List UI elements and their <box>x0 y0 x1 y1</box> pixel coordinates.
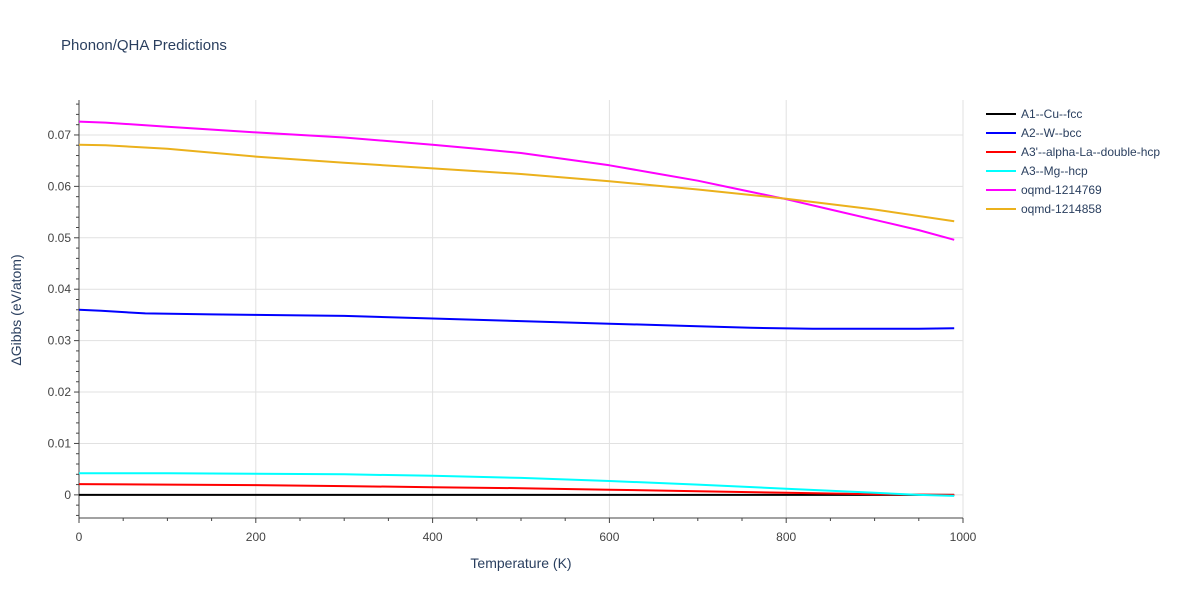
legend-label: A3'--alpha-La--double-hcp <box>1021 145 1160 159</box>
y-axis-title: ΔGibbs (eV/atom) <box>8 254 24 365</box>
x-tick-label: 0 <box>76 530 83 544</box>
legend-label: A1--Cu--fcc <box>1021 107 1082 121</box>
legend-item[interactable]: A1--Cu--fcc <box>986 107 1082 121</box>
y-tick-label: 0.05 <box>48 231 72 245</box>
y-tick-label: 0.01 <box>48 436 72 450</box>
x-tick-label: 400 <box>423 530 443 544</box>
legend-label: A3--Mg--hcp <box>1021 164 1088 178</box>
legend-item[interactable]: oqmd-1214858 <box>986 202 1102 216</box>
legend: A1--Cu--fcc A2--W--bcc A3'--alpha-La--doub… <box>986 107 1160 216</box>
legend-label: oqmd-1214858 <box>1021 202 1102 216</box>
y-tick-label: 0.02 <box>48 385 72 399</box>
legend-label: oqmd-1214769 <box>1021 183 1102 197</box>
axes <box>74 100 964 523</box>
legend-label: A2--W--bcc <box>1021 126 1081 140</box>
legend-item[interactable]: oqmd-1214769 <box>986 183 1102 197</box>
series-line-A3'--alpha-La--double-hcp <box>78 483 955 496</box>
y-tick-label: 0.07 <box>48 128 72 142</box>
series-line-oqmd-1214769 <box>78 120 955 241</box>
series-line-A2--W--bcc <box>78 308 955 330</box>
x-axis-ticks: 0 200 400 600 800 1000 <box>76 530 977 544</box>
grid <box>79 100 964 518</box>
series-line-oqmd-1214858 <box>78 143 955 223</box>
x-tick-label: 1000 <box>950 530 977 544</box>
x-axis-title: Temperature (K) <box>470 555 571 571</box>
series-line-A3--Mg--hcp <box>79 472 955 497</box>
y-tick-label: 0.06 <box>48 179 72 193</box>
legend-item[interactable]: A3'--alpha-La--double-hcp <box>986 145 1160 159</box>
series-group <box>78 120 955 497</box>
legend-item[interactable]: A3--Mg--hcp <box>986 164 1088 178</box>
chart-title: Phonon/QHA Predictions <box>61 37 227 54</box>
y-axis-ticks: 0 0.01 0.02 0.03 0.04 0.05 0.06 0.07 <box>48 128 72 502</box>
x-tick-label: 800 <box>776 530 796 544</box>
x-tick-label: 600 <box>599 530 619 544</box>
y-tick-label: 0.04 <box>48 282 72 296</box>
legend-item[interactable]: A2--W--bcc <box>986 126 1081 140</box>
y-tick-label: 0 <box>64 488 71 502</box>
y-tick-label: 0.03 <box>48 334 72 348</box>
x-tick-label: 200 <box>246 530 266 544</box>
